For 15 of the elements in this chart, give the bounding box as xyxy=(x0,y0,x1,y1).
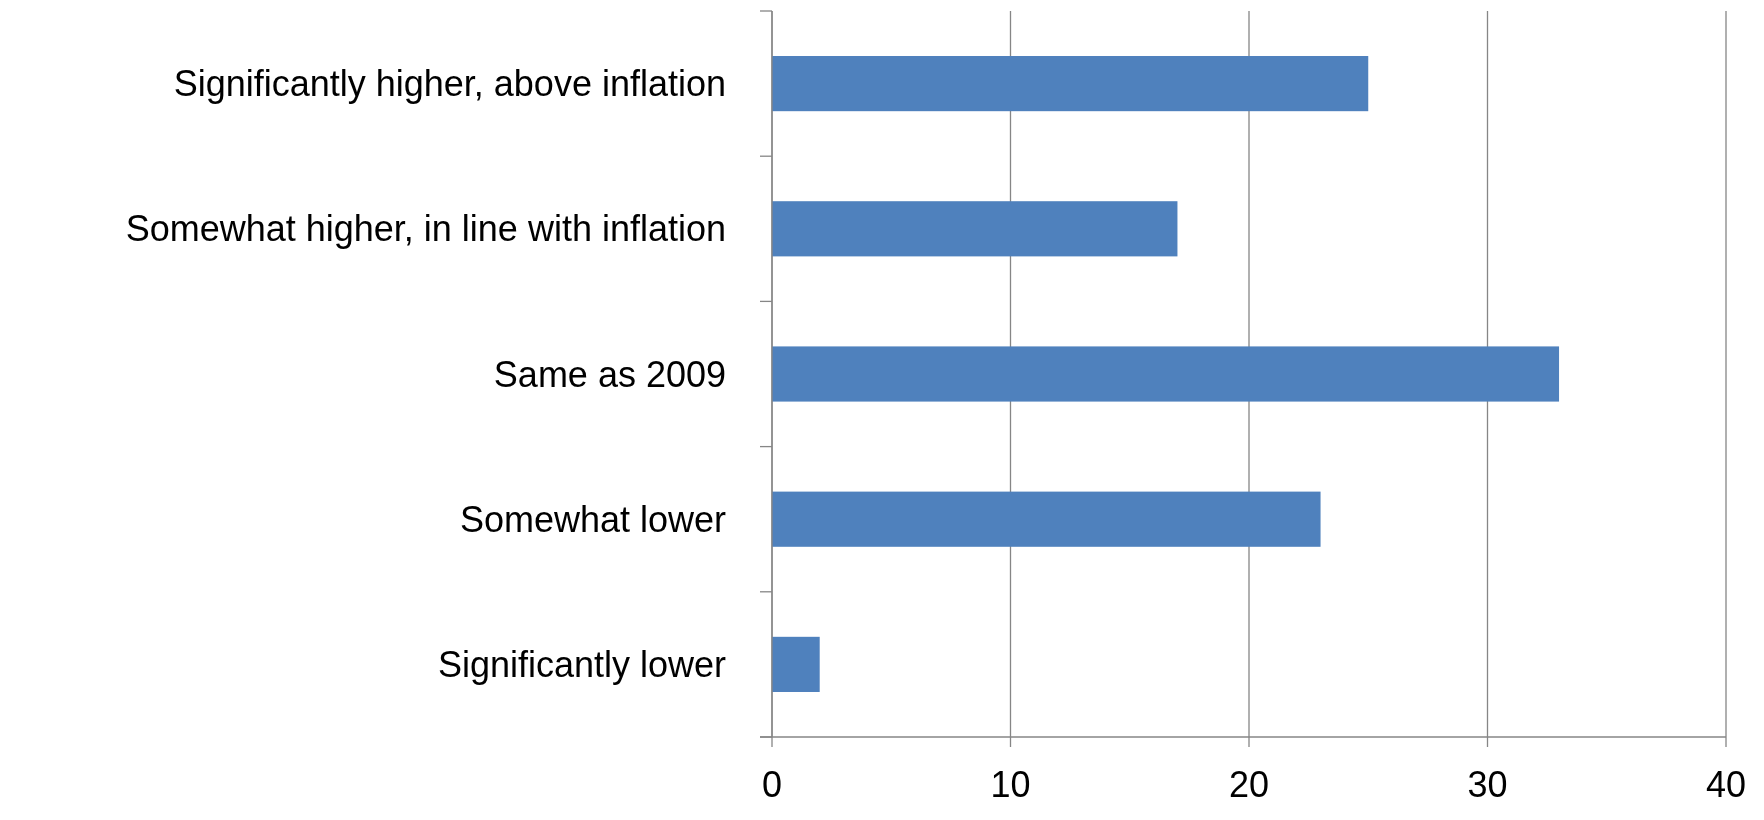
bar xyxy=(772,346,1560,402)
x-tick-label: 10 xyxy=(990,764,1031,805)
y-tick-label: Significantly higher, above inflation xyxy=(173,63,726,105)
y-tick-label: Same as 2009 xyxy=(493,353,726,395)
bar xyxy=(772,636,820,692)
bar xyxy=(772,56,1369,112)
y-tick-label: Somewhat higher, in line with inflation xyxy=(125,208,726,250)
bar xyxy=(772,201,1178,257)
y-tick-label: Somewhat lower xyxy=(459,498,726,540)
bar xyxy=(772,491,1321,547)
x-tick-label: 20 xyxy=(1228,764,1270,805)
x-tick-label: 40 xyxy=(1705,764,1747,805)
y-tick-label: Significantly lower xyxy=(437,644,727,685)
x-tick-label: 30 xyxy=(1467,764,1508,805)
x-tick-label: 0 xyxy=(761,764,783,805)
